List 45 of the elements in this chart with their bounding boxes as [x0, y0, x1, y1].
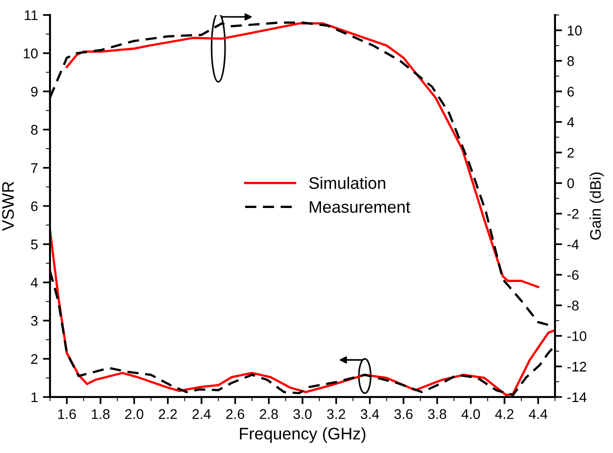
x-tick-label: 1.8: [92, 409, 110, 420]
y-axis-title: VSWR: [2, 182, 14, 231]
y2-tick-label: 10: [568, 26, 582, 36]
y2-tick-label: -6: [567, 270, 579, 280]
line-series: [66, 22, 540, 288]
x-tick-label: 2.0: [125, 409, 144, 420]
x-tick-label: 1.6: [58, 409, 76, 420]
y-tick-label: 10: [24, 48, 38, 58]
x-tick-label: 3.6: [394, 409, 413, 420]
y-tick-label: 9: [31, 86, 38, 97]
y-tick-label: 6: [31, 201, 38, 212]
y2-tick-label: -8: [567, 300, 579, 310]
x-axis-title: Frequency (GHz): [240, 427, 366, 443]
y2-tick-label: 2: [568, 148, 574, 158]
y2-axis-title: Gain (dBi): [590, 172, 604, 240]
x-tick-label: 2.6: [226, 409, 244, 420]
x-tick-label: 3.4: [360, 409, 380, 420]
y2-tick-label: 4: [567, 117, 574, 127]
y2-tick-label: -12: [567, 362, 586, 372]
x-tick-label: 3.0: [293, 409, 312, 420]
legend-label: Measurement: [310, 201, 410, 213]
x-tick-label: 2.2: [158, 409, 177, 419]
y-tick-label: 2: [31, 354, 38, 364]
x-tick-label: 4.0: [462, 409, 480, 420]
y2-tick-label: -4: [567, 240, 579, 250]
y-tick-label: 3: [31, 316, 38, 326]
x-tick-label: 2.4: [192, 409, 211, 419]
x-tick-label: 4.2: [495, 409, 514, 419]
y-tick-label: 4: [30, 278, 38, 288]
x-tick-label: 3.8: [428, 409, 446, 420]
y-tick-label: 8: [31, 124, 38, 135]
y2-tick-label: -2: [567, 208, 578, 219]
y-tick-label: 5: [31, 240, 38, 250]
y2-tick-label: -14: [567, 392, 586, 402]
x-tick-label: 4.4: [528, 409, 548, 419]
x-tick-label: 2.8: [260, 409, 278, 420]
y-tick-label: 11: [24, 10, 38, 20]
y2-tick-label: 0: [567, 178, 574, 188]
x-tick-label: 3.2: [327, 409, 346, 420]
legend-label: Simulation: [309, 176, 386, 189]
y2-tick-label: 8: [567, 56, 574, 66]
y-tick-label: 7: [31, 163, 38, 173]
y2-tick-label: 6: [568, 86, 574, 97]
y2-tick-label: -10: [567, 331, 586, 342]
y-tick-label: 1: [32, 392, 38, 402]
